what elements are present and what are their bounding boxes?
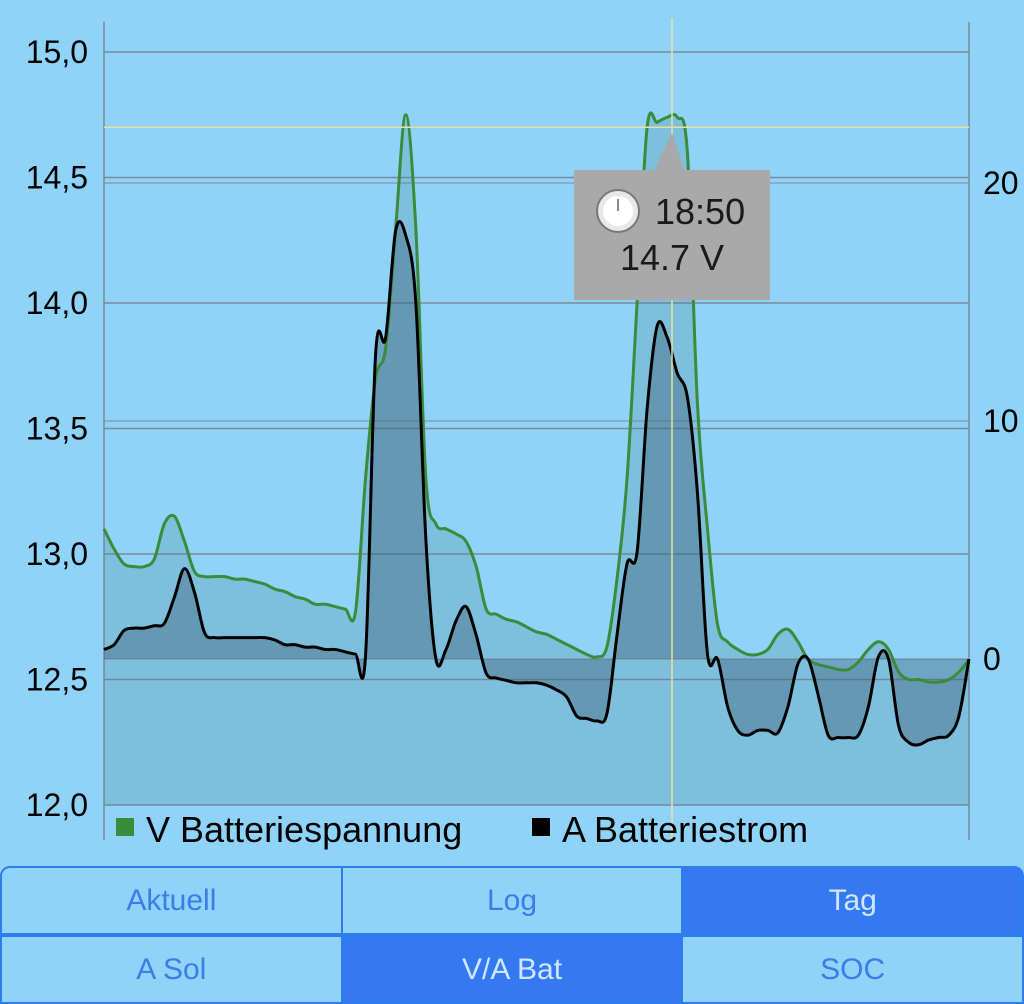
legend-label-current: A Batteriestrom xyxy=(562,809,808,850)
series-lines xyxy=(102,111,971,747)
tooltip-arrow xyxy=(654,133,684,170)
right-tick-label: 10 xyxy=(983,403,1019,439)
tab-aktuell[interactable]: Aktuell xyxy=(0,866,343,935)
series-areas xyxy=(104,112,969,806)
left-tick-label: 14,5 xyxy=(26,160,88,196)
right-tick-label: 0 xyxy=(983,641,1001,677)
tooltip-time: 18:50 xyxy=(655,191,745,232)
legend-swatch-voltage xyxy=(116,818,134,836)
tab-row-2: A Sol V/A Bat SOC xyxy=(0,935,1024,1004)
voltage-line xyxy=(102,111,971,684)
tab-tag[interactable]: Tag xyxy=(683,866,1024,935)
left-axis-ticks: 15,0 14,5 14,0 13,5 13,0 12,5 12,0 xyxy=(26,34,88,823)
tooltip-value: 14.7 V xyxy=(620,237,724,278)
right-tick-label: 20 xyxy=(983,165,1019,201)
tab-row-1: Aktuell Log Tag xyxy=(0,866,1024,935)
left-tick-label: 13,5 xyxy=(26,411,88,447)
battery-chart[interactable]: 15,0 14,5 14,0 13,5 13,0 12,5 12,0 20 10 0 18:50… xyxy=(0,0,1024,866)
tab-bar: Aktuell Log Tag A Sol V/A Bat SOC xyxy=(0,866,1024,1004)
left-tick-label: 14,0 xyxy=(26,285,88,321)
tooltip-box xyxy=(574,170,770,300)
voltage-area xyxy=(104,112,969,806)
tab-a-sol[interactable]: A Sol xyxy=(0,935,343,1004)
left-tick-label: 15,0 xyxy=(26,34,88,70)
legend-label-voltage: V Batteriespannung xyxy=(146,809,462,850)
clock-icon xyxy=(596,189,640,233)
left-tick-label: 12,5 xyxy=(26,662,88,698)
current-line xyxy=(103,219,971,747)
tab-log[interactable]: Log xyxy=(342,866,684,935)
value-tooltip: 18:50 14.7 V xyxy=(574,133,770,300)
left-tick-label: 12,0 xyxy=(26,787,88,823)
left-tick-label: 13,0 xyxy=(26,536,88,572)
grid xyxy=(103,22,970,840)
legend-swatch-current xyxy=(532,818,550,836)
tab-soc[interactable]: SOC xyxy=(683,935,1024,1004)
chart-background xyxy=(0,0,1024,866)
legend: V Batteriespannung A Batteriestrom xyxy=(116,809,808,850)
tab-va-bat[interactable]: V/A Bat xyxy=(342,935,684,1004)
right-axis-ticks: 20 10 0 xyxy=(983,165,1019,677)
